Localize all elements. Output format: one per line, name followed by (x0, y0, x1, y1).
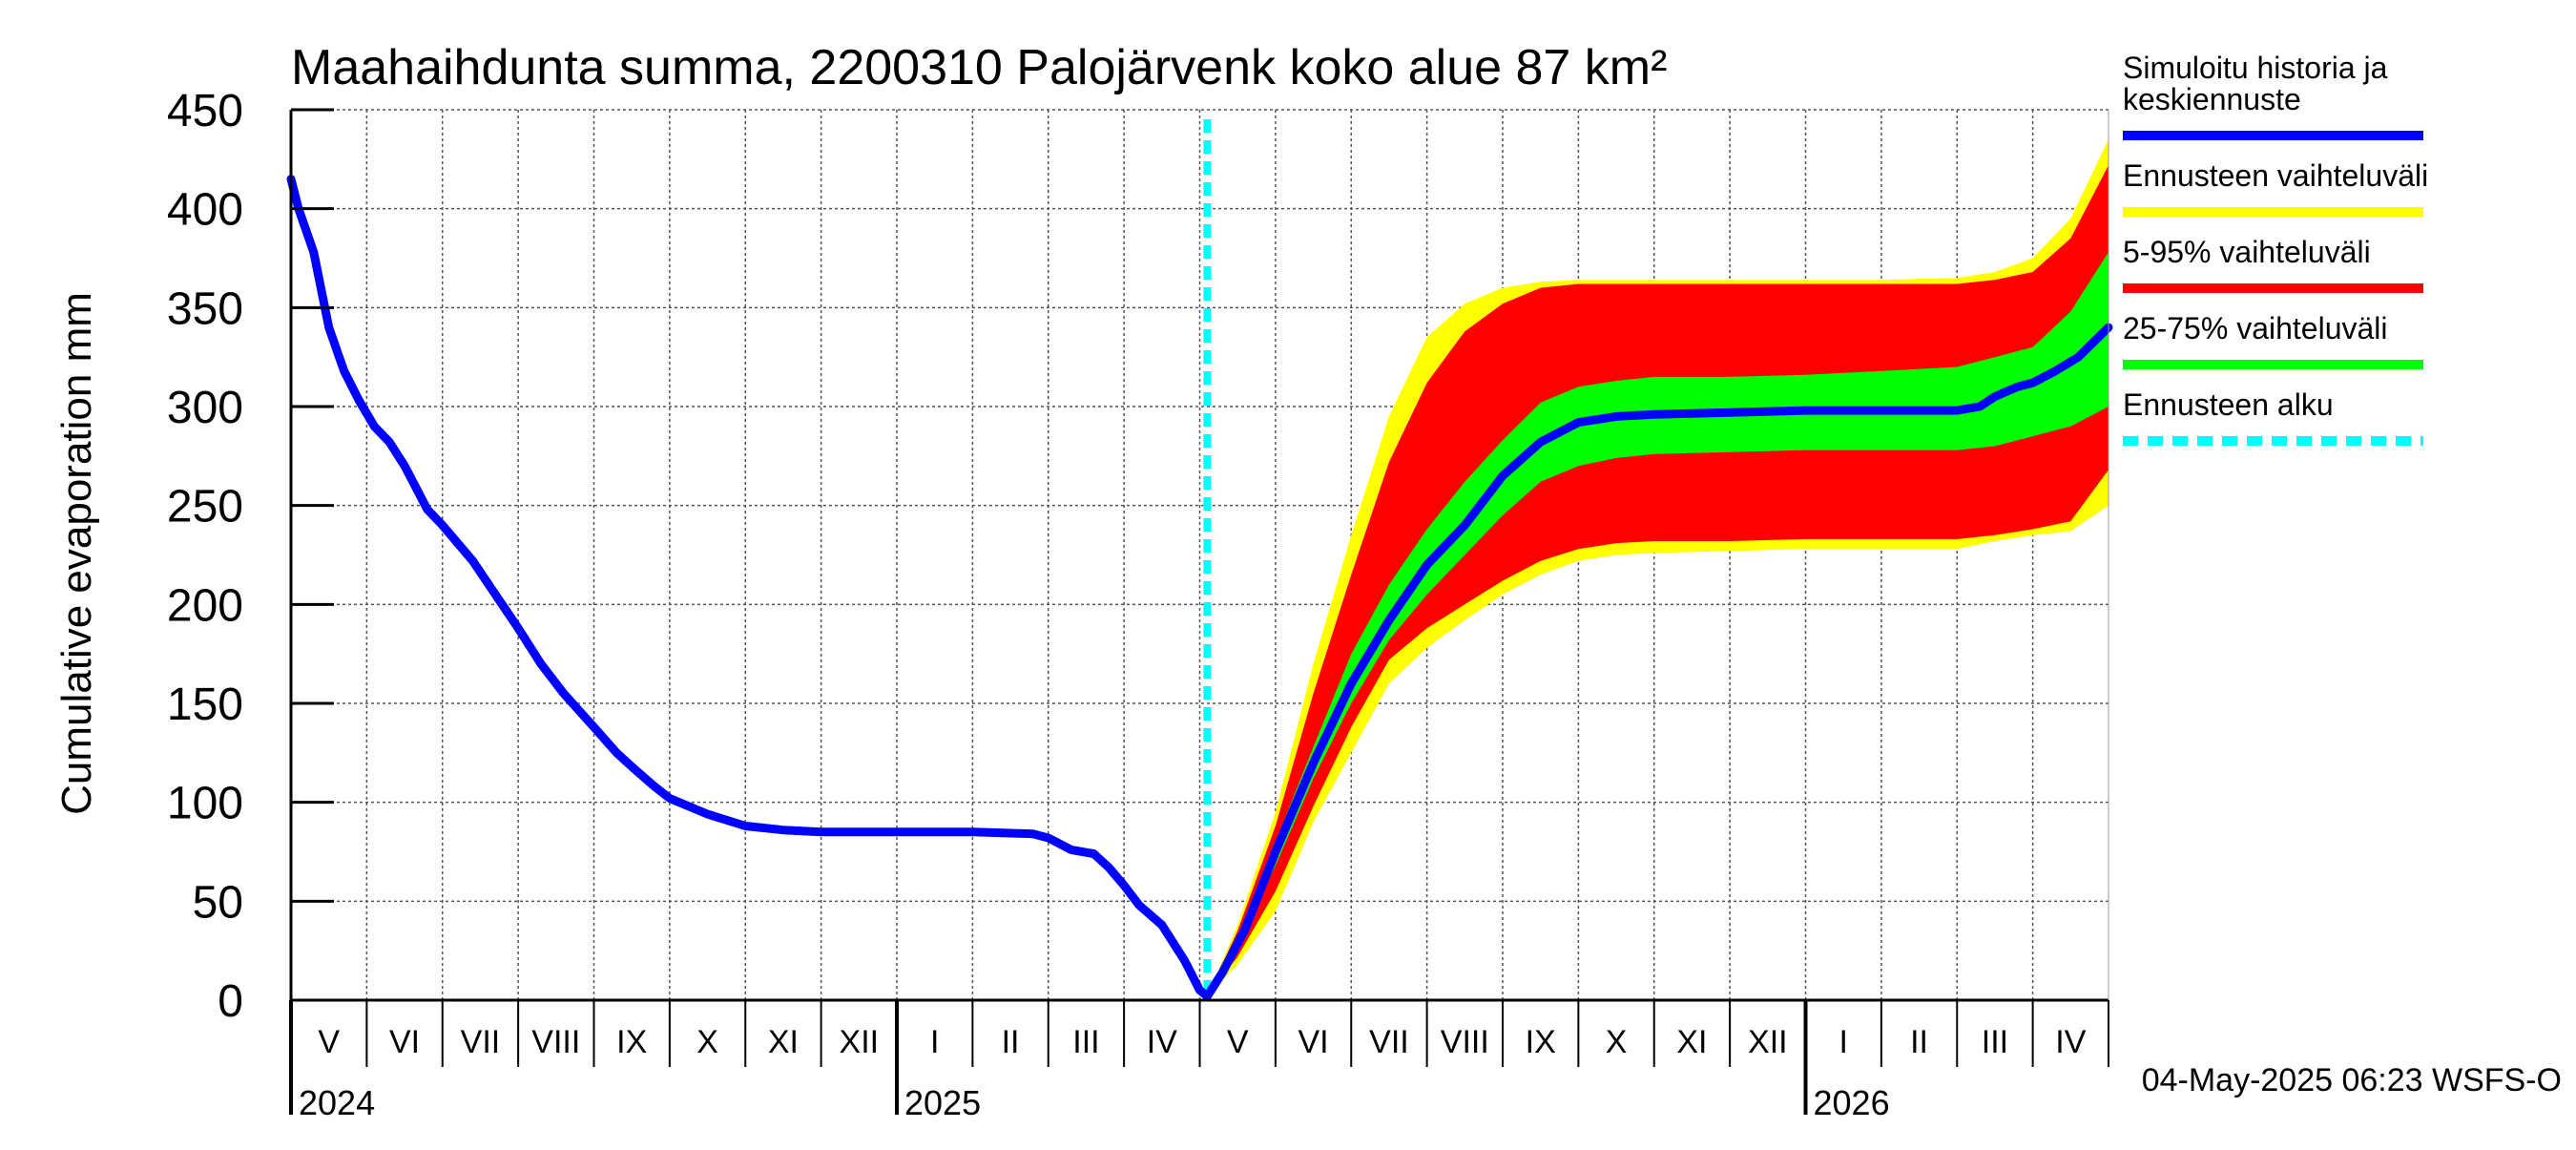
y-tick-label: 200 (167, 580, 243, 631)
x-tick-label-month: VII (461, 1024, 501, 1060)
x-tick-label-month: X (696, 1024, 718, 1060)
legend-label: 25-75% vaihteluväli (2123, 311, 2388, 345)
y-tick-label: 150 (167, 680, 243, 730)
x-tick-label-year: 2024 (299, 1083, 375, 1122)
legend-label: Ennusteen alku (2123, 387, 2334, 422)
legend-label: Ennusteen vaihteluväli (2123, 158, 2428, 193)
y-tick-label: 250 (167, 482, 243, 533)
legend-label: 5-95% vaihteluväli (2123, 235, 2371, 269)
plot-background (291, 110, 2109, 1000)
x-tick-label-month: III (1072, 1024, 1099, 1060)
chart-title: Maahaihdunta summa, 2200310 Palojärvenk … (291, 40, 1667, 95)
x-tick-label-month: IV (2055, 1024, 2086, 1060)
x-tick-label-month: III (1982, 1024, 2008, 1060)
y-tick-label: 100 (167, 779, 243, 829)
y-tick-label: 450 (167, 86, 243, 136)
x-tick-label-month: XI (768, 1024, 799, 1060)
y-tick-label: 0 (218, 976, 243, 1027)
x-tick-label-year: 2026 (1814, 1083, 1890, 1122)
y-tick-label: 50 (193, 877, 243, 928)
x-tick-label-month: V (318, 1024, 340, 1060)
x-tick-label-month: IV (1147, 1024, 1177, 1060)
y-tick-label: 300 (167, 383, 243, 433)
history-forecast-line (286, 175, 2113, 1001)
x-tick-label-month: IX (1526, 1024, 1556, 1060)
y-tick-label: 350 (167, 283, 243, 334)
x-tick-label-month: II (1002, 1024, 1020, 1060)
x-tick-label-month: I (930, 1024, 939, 1060)
x-tick-label-month: II (1910, 1024, 1928, 1060)
legend-label: Simuloitu historia ja (2123, 51, 2388, 85)
x-tick-label-year: 2025 (904, 1083, 981, 1122)
x-tick-label-month: I (1839, 1024, 1847, 1060)
legend-label: keskiennuste (2123, 82, 2301, 116)
x-tick-label-month: IX (616, 1024, 647, 1060)
x-tick-label-month: XII (1748, 1024, 1788, 1060)
band-25-75 (1207, 252, 2109, 996)
x-tick-label-month: VIII (1441, 1024, 1489, 1060)
x-tick-label-month: X (1606, 1024, 1628, 1060)
x-tick-label-month: VI (1298, 1024, 1329, 1060)
y-tick-label: 400 (167, 185, 243, 236)
x-tick-label-month: V (1227, 1024, 1249, 1060)
x-tick-label-month: XII (840, 1024, 880, 1060)
timestamp-label: 04-May-2025 06:23 WSFS-O (2142, 1062, 2562, 1098)
x-tick-label-month: VI (389, 1024, 420, 1060)
x-tick-label-month: VII (1369, 1024, 1409, 1060)
x-tick-label-month: XI (1676, 1024, 1707, 1060)
x-tick-label-month: VIII (531, 1024, 580, 1060)
y-axis-label: Cumulative evaporation mm (53, 292, 100, 815)
